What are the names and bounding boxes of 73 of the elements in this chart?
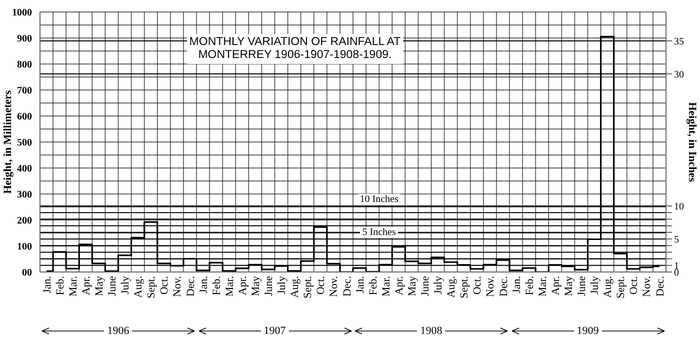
x-tick-label: Sept.	[146, 276, 158, 298]
y-tick-label: 900	[17, 34, 32, 45]
x-tick-label: Jan.	[41, 276, 54, 294]
x-tick-label: Aug.	[132, 276, 145, 298]
x-tick-label: May	[250, 276, 262, 296]
x-tick-label: July	[432, 276, 445, 294]
x-tick-label: Nov.	[641, 276, 654, 297]
x-tick-label: Jan.	[354, 276, 366, 294]
y-tick-label: 400	[17, 164, 32, 175]
text: 1908	[417, 325, 446, 337]
x-tick-label: Nov.	[484, 276, 497, 297]
x-tick-label: Dec.	[498, 276, 510, 296]
annotation: 5 Inches	[360, 227, 398, 238]
x-tick-label: Feb.	[524, 276, 536, 296]
x-tick-label: Mar.	[380, 276, 392, 296]
x-tick-label: Dec.	[654, 276, 666, 296]
x-tick-label: Sept.	[458, 276, 471, 298]
x-tick-label: July	[120, 276, 132, 294]
text: MONTHLY VARIATION OF RAINFALL AT MONTERREY 1906-1907-1908-1909.	[187, 34, 403, 64]
x-tick-label: Dec.	[341, 276, 354, 296]
y-tick-label: 700	[17, 86, 32, 97]
y2-tick-label: 10	[674, 202, 684, 213]
y2-tick-label: 0	[674, 268, 679, 279]
x-tick-label: Oct.	[315, 276, 328, 295]
x-tick-label: May	[562, 276, 575, 296]
x-tick-label: Apr.	[80, 276, 92, 296]
x-tick-label: Mar.	[67, 276, 80, 296]
y-tick-label: 00	[22, 268, 32, 279]
x-tick-label: Apr.	[550, 276, 562, 296]
x-tick-label: Feb.	[54, 276, 66, 296]
x-tick-label: June	[263, 276, 276, 296]
x-tick-label: Sept.	[615, 276, 628, 298]
y2-tick-label: 5	[674, 234, 679, 246]
y-tick-label: 100	[17, 242, 32, 253]
x-tick-label: Aug.	[446, 276, 458, 298]
y-tick-label: 500	[17, 138, 32, 149]
x-tick-label: Nov.	[328, 276, 340, 297]
text: 1909	[574, 325, 602, 337]
text: 1906	[104, 325, 132, 337]
x-tick-label: May	[406, 276, 418, 296]
x-tick-label: Oct.	[472, 276, 484, 295]
y-tick-label: 1000	[12, 8, 32, 19]
x-tick-label: Jan.	[510, 276, 523, 294]
y2-tick-label: 35	[674, 36, 684, 48]
y2-tick-label: 30	[674, 69, 684, 80]
x-tick-label: July	[276, 276, 288, 294]
x-tick-label: June	[576, 276, 588, 296]
y-tick-label: 600	[17, 112, 32, 123]
x-tick-label: Dec.	[184, 276, 197, 296]
x-tick-label: Aug.	[289, 276, 302, 298]
x-tick-label: Apr.	[236, 276, 249, 296]
x-tick-label: June	[420, 276, 432, 296]
text: 1907	[260, 325, 289, 337]
x-tick-label: Mar.	[536, 276, 549, 296]
x-tick-label: Sept.	[302, 276, 314, 298]
x-tick-label: Nov.	[172, 276, 184, 297]
x-tick-label: Feb.	[210, 276, 223, 296]
x-tick-label: Feb.	[367, 276, 380, 296]
x-tick-label: June	[106, 276, 119, 296]
x-tick-label: Oct.	[628, 276, 640, 295]
y2-axis-title: Height, in Inches	[686, 102, 698, 183]
annotation: 10 Inches	[358, 194, 400, 205]
x-tick-label: Aug.	[602, 276, 614, 298]
x-tick-label: July	[589, 276, 602, 294]
x-tick-label: Mar.	[224, 276, 236, 296]
x-tick-label: Jan.	[198, 276, 210, 294]
y-tick-label: 300	[17, 190, 32, 201]
y-tick-label: 800	[17, 60, 32, 71]
x-tick-label: May	[93, 276, 106, 296]
x-tick-label: Apr.	[393, 276, 406, 296]
y-tick-label: 200	[17, 216, 32, 227]
y-axis-title: Height, in Millimeters	[2, 90, 14, 194]
x-tick-label: Oct.	[158, 276, 171, 295]
